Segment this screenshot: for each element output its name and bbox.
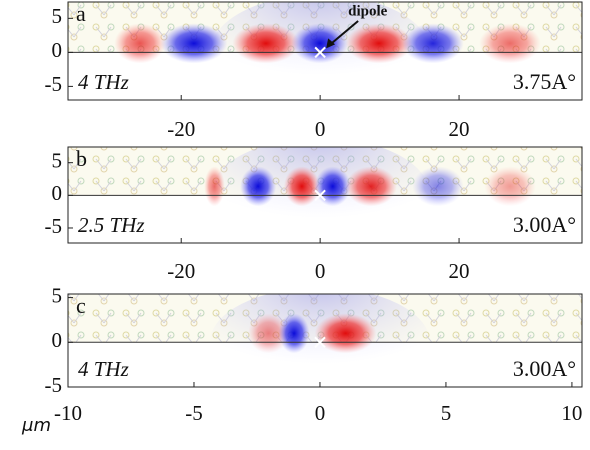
x-tick-label: 20 [449,117,470,141]
dipole-marker [314,46,326,59]
annotation: dipole [348,3,388,19]
x-axis-unit: μm [21,415,51,436]
field-red [314,313,377,354]
panel-label: a [76,1,86,26]
y-tick-label: 5 [52,148,63,172]
x-tick-label: 5 [441,401,452,425]
frequency-label: 4 THz [78,70,129,94]
dipole-marker [314,189,326,202]
field-red [232,23,300,64]
y-tick-label: 0 [52,328,63,352]
x-tick-label: -20 [167,117,195,141]
panel: 5 0 -5 -20 0 20 a 4 THz 3.75A° dipole [45,1,583,141]
distance-label: 3.00A° [513,356,576,381]
y-tick-label: -5 [45,72,63,96]
field-red [114,23,166,64]
field-image [68,147,582,243]
field-blue [291,23,349,64]
frequency-label: 2.5 THz [78,213,145,237]
y-tick-label: 5 [52,4,63,28]
x-tick-label: 0 [315,259,326,283]
dipole-marker [314,336,326,348]
field-red [479,23,541,64]
y-tick-label: 0 [52,181,63,205]
x-tick-label: 10 [561,401,582,425]
field-blue [278,313,310,354]
x-tick-label: 0 [315,401,326,425]
panel: 5 0 -5 -20 0 20 b 2.5 THz 3.00A° [45,146,583,283]
y-tick-label: -5 [45,214,63,238]
distance-label: 3.00A° [513,212,576,237]
plot-frame [67,1,583,101]
y-tick-label: 5 [52,283,63,307]
field-red [345,23,413,64]
field-red [204,166,225,207]
field-blue [160,23,228,64]
distance-label: 3.75A° [513,69,576,94]
field-image [68,2,582,100]
plot-frame [67,293,583,388]
x-tick-label: -5 [185,401,203,425]
panel-label: b [76,146,87,171]
y-tick-label: -5 [45,373,63,397]
arrow-head [326,38,336,49]
x-tick-label: -10 [54,401,82,425]
x-tick-label: 0 [315,117,326,141]
y-tick-label: 0 [52,38,63,62]
field-blue [240,166,277,207]
panel: 5 0 -5 -10 -5 0 5 10 c 4 THz 3.00A° [45,283,583,425]
annotation-arrow [328,20,359,47]
field-red [283,166,320,207]
x-tick-label: -20 [167,259,195,283]
field-blue [412,166,464,207]
panel-label: c [76,293,86,318]
field-red [484,166,536,207]
frequency-label: 4 THz [78,357,129,381]
field-red [247,313,290,354]
field-red [345,166,397,207]
field-image [68,294,582,387]
field-blue [402,23,464,64]
field-blue [314,166,351,207]
x-tick-label: 20 [449,259,470,283]
